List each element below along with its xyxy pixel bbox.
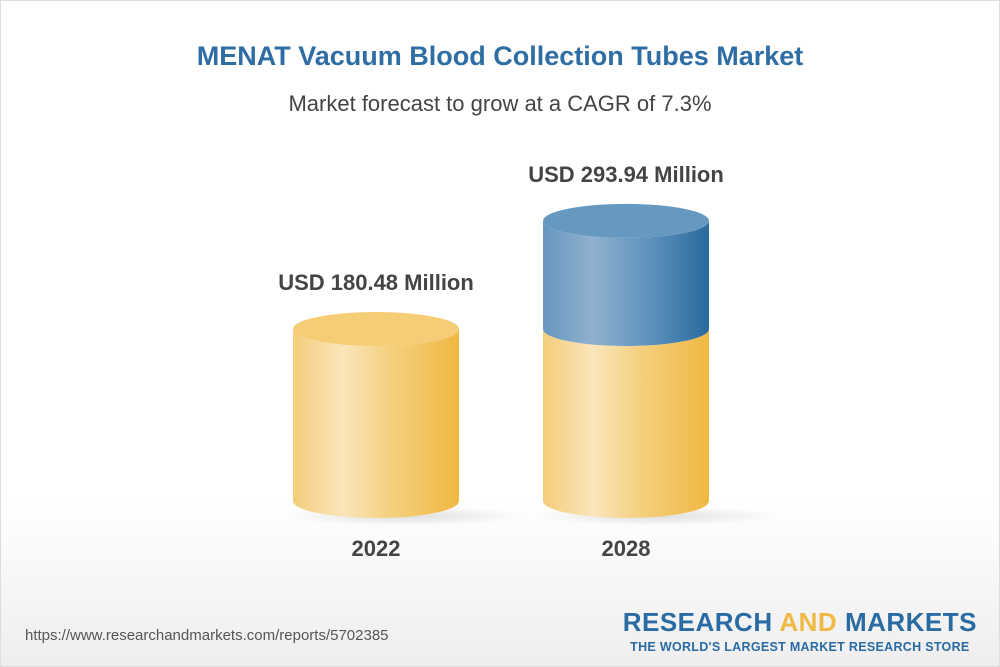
research-and-markets-logo: RESEARCH AND MARKETS THE WORLD'S LARGEST… (622, 607, 977, 654)
bar-2022-top (293, 312, 459, 347)
source-url: https://www.researchandmarkets.com/repor… (25, 627, 389, 644)
bar-2028-top (543, 203, 709, 238)
bar-2028-growth-segment (543, 220, 709, 346)
x-tick-label-2028: 2028 (602, 536, 651, 561)
logo-tagline: THE WORLD'S LARGEST MARKET RESEARCH STOR… (630, 640, 970, 654)
bar-2022-cylinder (293, 329, 459, 518)
chart-subtitle: Market forecast to grow at a CAGR of 7.3… (288, 91, 712, 116)
data-label-2022: USD 180.48 Million (278, 270, 474, 295)
data-label-2028: USD 293.94 Million (528, 162, 724, 187)
bar-2028-base-segment (543, 329, 709, 518)
x-tick-label-2022: 2022 (352, 536, 401, 561)
chart-title: MENAT Vacuum Blood Collection Tubes Mark… (196, 41, 804, 71)
cylinder-chart: USD 180.48 Million 2022 USD 293.94 Million… (278, 162, 779, 561)
